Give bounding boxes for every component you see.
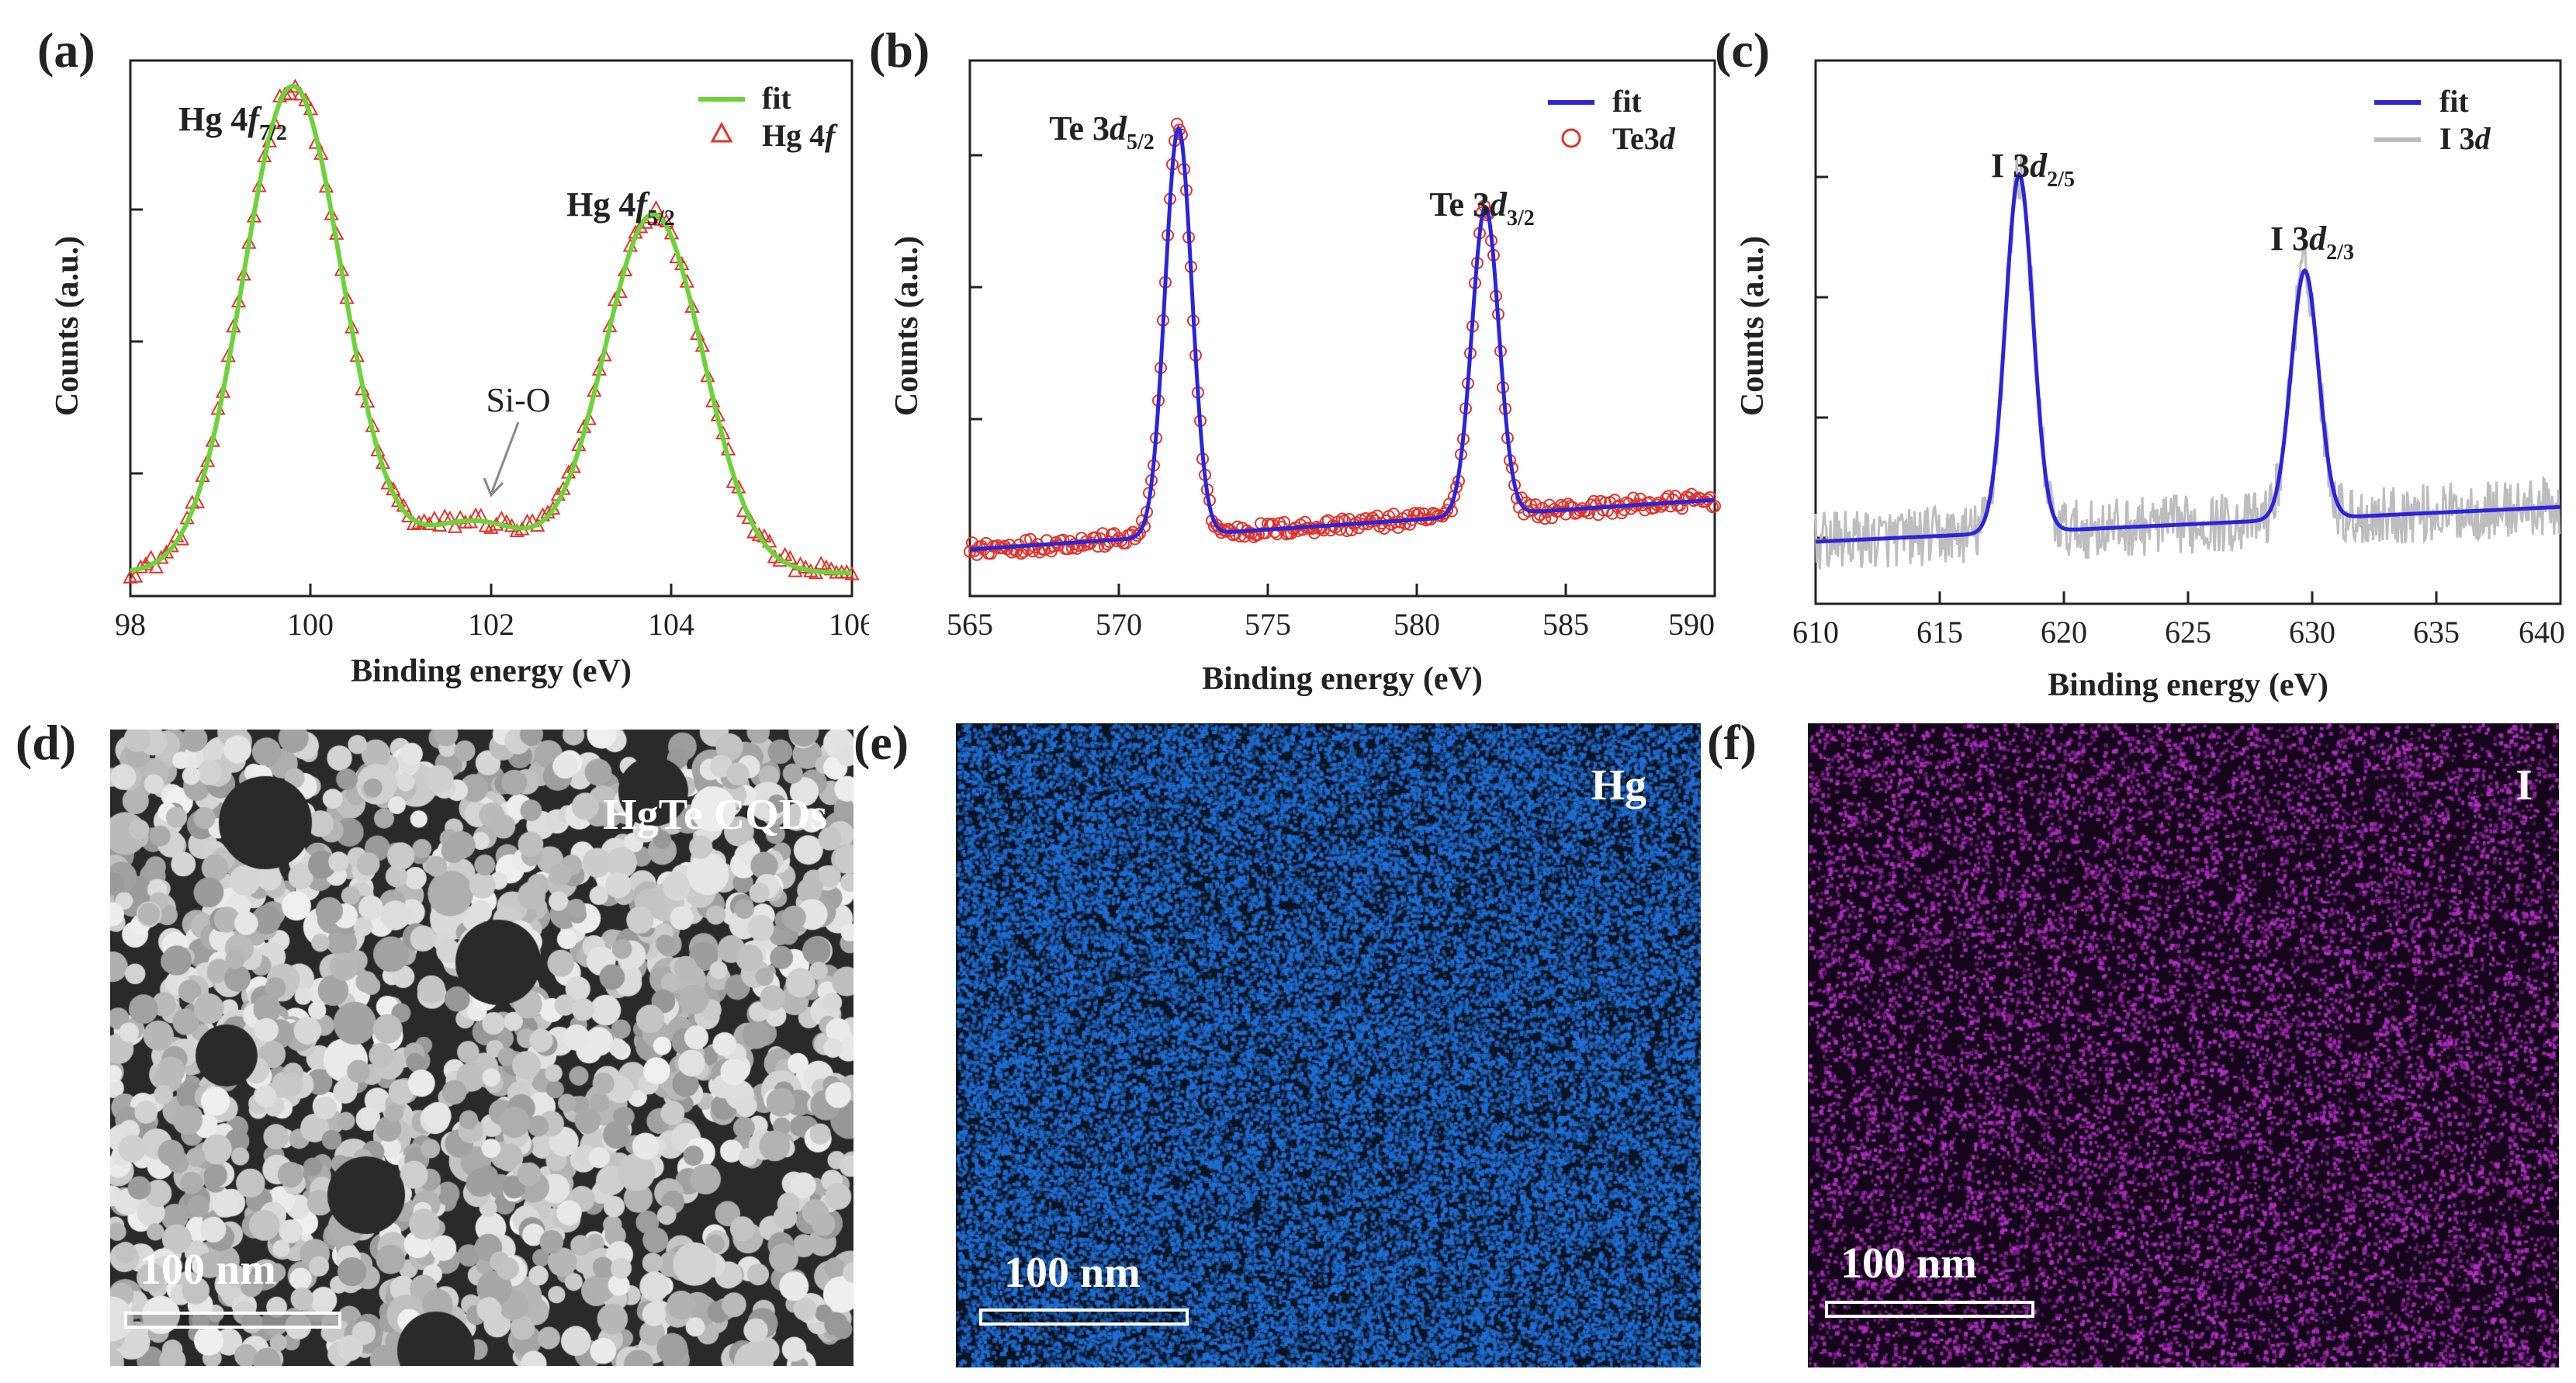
data-markers xyxy=(964,117,1721,561)
scale-bar xyxy=(124,1312,341,1329)
legend-label-data: Te3d xyxy=(1612,121,1676,156)
micrograph-image xyxy=(110,730,853,1366)
fit-line xyxy=(1815,172,2561,544)
x-ticks xyxy=(129,584,853,596)
panel-label-d: (d) xyxy=(16,715,77,770)
x-axis-title: Binding energy (eV) xyxy=(1202,661,1483,697)
eds-map-hg: Hg 100 nm xyxy=(956,723,1701,1367)
legend-label-data: Hg 4f xyxy=(762,118,838,153)
micrograph-image xyxy=(956,723,1701,1367)
micrograph-label: Hg xyxy=(1591,761,1646,809)
panel-label-e: (e) xyxy=(853,715,909,770)
fit-line xyxy=(130,83,852,575)
legend: fit Te3d xyxy=(1548,84,1676,156)
eds-map-i: I 100 nm xyxy=(1808,723,2559,1367)
y-ticks xyxy=(970,154,982,553)
xps-chart-te: 565 570 575 580 585 590 Binding energy (… xyxy=(889,59,1721,697)
panel-label-b: (b) xyxy=(869,23,930,78)
scale-bar-label: 100 nm xyxy=(1840,1239,1977,1288)
data-point xyxy=(127,568,144,583)
y-ticks xyxy=(130,208,143,475)
fit-line xyxy=(969,125,1716,552)
panel-label-a: (a) xyxy=(37,23,95,78)
data-point xyxy=(380,475,396,490)
y-axis-title: Counts (a.u.) xyxy=(889,236,925,416)
x-tick-label: 104 xyxy=(648,607,694,642)
si-o-arrow xyxy=(483,421,520,497)
x-tick-label: 565 xyxy=(947,607,993,642)
peak-label-te-3d32: Te 3d3/2 xyxy=(1429,185,1535,230)
data-line xyxy=(1814,154,2561,570)
y-axis-title: Counts (a.u.) xyxy=(50,236,85,416)
peak-label-i-3d25: I 3d2/5 xyxy=(1991,147,2075,192)
data-point xyxy=(1073,539,1085,552)
x-tick-label: 570 xyxy=(1096,607,1142,642)
x-tick-label: 640 xyxy=(2519,615,2565,650)
x-tick-label: 102 xyxy=(468,607,514,642)
x-tick-label: 635 xyxy=(2413,615,2460,650)
panel-label-c: (c) xyxy=(1715,23,1771,78)
x-tick-label: 580 xyxy=(1394,607,1440,642)
peak-label-si-o: Si-O xyxy=(486,381,550,419)
legend-label-fit: fit xyxy=(2439,84,2469,119)
peak-label-te-3d52: Te 3d5/2 xyxy=(1049,109,1155,154)
scale-bar xyxy=(1825,1301,2034,1318)
x-tick-label: 615 xyxy=(1916,615,1963,650)
data-point xyxy=(509,523,525,538)
data-point xyxy=(483,519,499,534)
y-axis-title: Counts (a.u.) xyxy=(1735,236,1771,416)
haadf-micrograph: HgTe CQDs 100 nm xyxy=(110,730,853,1366)
data-point xyxy=(741,510,757,525)
micrograph-label: HgTe CQDs xyxy=(603,791,827,839)
legend-label-fit: fit xyxy=(1612,84,1642,119)
scale-bar xyxy=(979,1308,1189,1326)
micrograph-image xyxy=(1808,723,2559,1367)
legend: fit Hg 4f xyxy=(698,81,838,153)
x-ticks xyxy=(1814,591,2562,604)
data-point xyxy=(1441,504,1453,517)
data-point xyxy=(788,563,803,577)
data-point xyxy=(282,85,298,100)
data-point xyxy=(1399,517,1411,530)
y-ticks xyxy=(1816,175,1828,539)
x-tick-labels: 98 100 102 104 106 xyxy=(115,607,869,642)
x-axis-title: Binding energy (eV) xyxy=(351,653,632,689)
legend-label-fit: fit xyxy=(762,81,791,116)
x-tick-label: 630 xyxy=(2289,615,2335,650)
x-tick-label: 106 xyxy=(829,607,869,642)
legend-swatch-data xyxy=(1561,128,1581,148)
x-tick-label: 590 xyxy=(1668,607,1715,642)
plot-frame xyxy=(968,59,1716,598)
micrograph-label: I xyxy=(2515,761,2533,809)
xps-chart-i: 610 615 620 625 630 635 640 Binding ener… xyxy=(1735,59,2565,703)
data-point xyxy=(632,219,649,234)
x-ticks xyxy=(968,584,1716,596)
peak-label-hg-4f52: Hg 4f5/2 xyxy=(566,185,675,230)
peak-label-i-3d23: I 3d2/3 xyxy=(2270,220,2354,265)
legend-swatch-data xyxy=(710,121,733,143)
xps-chart-hg: 98 100 102 104 106 Binding energy (eV) C… xyxy=(50,59,869,689)
data-point xyxy=(148,559,164,574)
data-point xyxy=(447,518,463,533)
x-tick-label: 625 xyxy=(2165,615,2211,650)
x-tick-label: 100 xyxy=(287,607,334,642)
data-point xyxy=(123,569,138,584)
data-point xyxy=(1015,547,1027,560)
x-tick-labels: 565 570 575 580 585 590 xyxy=(947,607,1715,642)
legend-label-data: I 3d xyxy=(2439,121,2491,156)
x-tick-label: 98 xyxy=(115,607,146,642)
x-tick-label: 575 xyxy=(1245,607,1291,642)
scale-bar-label: 100 nm xyxy=(1004,1249,1141,1297)
scale-bar-label: 100 nm xyxy=(140,1246,276,1294)
legend: fit I 3d xyxy=(2374,84,2491,156)
x-tick-label: 610 xyxy=(1792,615,1839,650)
data-point xyxy=(1539,512,1551,525)
data-point xyxy=(1439,507,1451,520)
x-tick-labels: 610 615 620 625 630 635 640 xyxy=(1792,615,2565,650)
panel-label-f: (f) xyxy=(1707,715,1757,770)
x-tick-label: 620 xyxy=(2041,615,2087,650)
peak-label-hg-4f72: Hg 4f7/2 xyxy=(178,100,287,145)
x-tick-label: 585 xyxy=(1542,607,1589,642)
x-axis-title: Binding energy (eV) xyxy=(2048,667,2328,703)
